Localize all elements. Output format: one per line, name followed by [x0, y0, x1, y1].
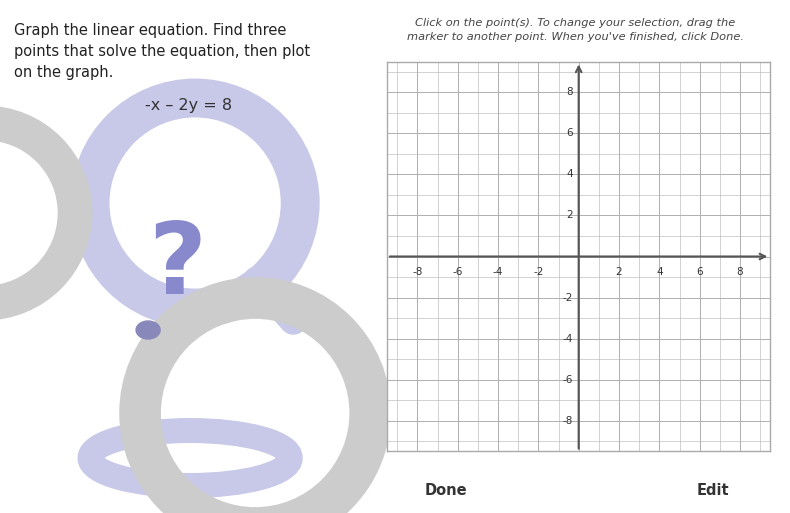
Text: Graph the linear equation. Find three: Graph the linear equation. Find three — [14, 23, 287, 38]
Text: -2: -2 — [562, 292, 573, 303]
Text: -2: -2 — [533, 267, 544, 277]
Text: ?: ? — [148, 218, 206, 315]
Text: Click on the point(s). To change your selection, drag the
marker to another poin: Click on the point(s). To change your se… — [407, 18, 743, 42]
Text: -6: -6 — [453, 267, 463, 277]
Text: -4: -4 — [562, 333, 573, 344]
Text: 6: 6 — [566, 128, 573, 139]
Text: 2: 2 — [615, 267, 623, 277]
Text: 8: 8 — [737, 267, 743, 277]
Text: 4: 4 — [566, 169, 573, 180]
Text: -8: -8 — [562, 416, 573, 426]
Text: Done: Done — [425, 483, 468, 498]
Text: on the graph.: on the graph. — [14, 65, 114, 80]
Text: 8: 8 — [566, 87, 573, 97]
Text: points that solve the equation, then plot: points that solve the equation, then plo… — [14, 44, 310, 59]
Ellipse shape — [136, 321, 160, 339]
Text: 6: 6 — [696, 267, 703, 277]
FancyArrowPatch shape — [257, 280, 293, 321]
Text: -6: -6 — [562, 374, 573, 385]
Text: 2: 2 — [566, 210, 573, 221]
Text: -x – 2y = 8: -x – 2y = 8 — [145, 98, 232, 113]
Text: 4: 4 — [656, 267, 663, 277]
Text: Edit: Edit — [696, 483, 729, 498]
Text: -4: -4 — [493, 267, 503, 277]
Text: -8: -8 — [412, 267, 423, 277]
